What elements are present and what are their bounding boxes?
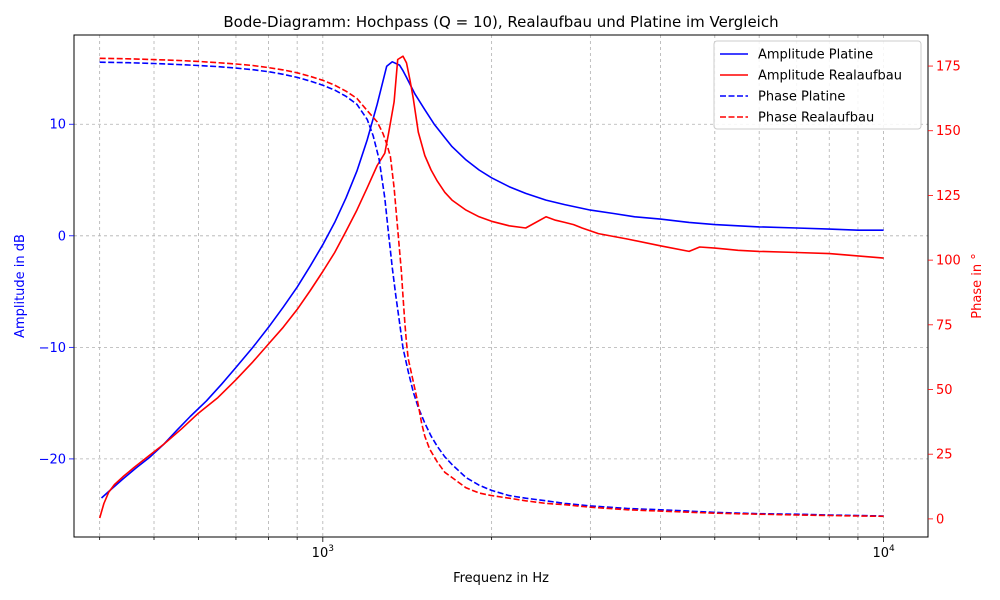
legend-entry-label: Amplitude Realaufbau bbox=[758, 69, 902, 84]
legend-entry-label: Amplitude Platine bbox=[758, 48, 873, 63]
right-y-axis-label: Phase in ° bbox=[970, 253, 985, 318]
right-y-tick-label: 100 bbox=[936, 254, 961, 269]
x-axis-label: Frequenz in Hz bbox=[453, 571, 549, 586]
legend: Amplitude Platine Amplitude Realaufbau Pha… bbox=[713, 40, 922, 130]
series-line-amplitude-platine bbox=[100, 60, 884, 499]
x-tick-label: 103 bbox=[312, 544, 334, 561]
x-tick-label: 104 bbox=[872, 544, 895, 561]
left-y-tick-label: −10 bbox=[39, 341, 66, 356]
series-line-amplitude-realaufbau bbox=[98, 55, 884, 519]
legend-entry-label: Phase Realaufbau bbox=[758, 111, 874, 126]
grid-lines bbox=[74, 35, 928, 537]
right-y-tick-label: 75 bbox=[936, 318, 953, 333]
series-line-phase-platine bbox=[99, 61, 884, 517]
right-y-tick-label: 175 bbox=[936, 60, 961, 75]
left-y-tick-label: 0 bbox=[58, 229, 66, 244]
left-y-axis-label: Amplitude in dB bbox=[13, 234, 28, 338]
left-y-tick-label: 10 bbox=[49, 118, 66, 133]
right-y-tick-label: 150 bbox=[936, 124, 961, 139]
plot-frame bbox=[73, 34, 929, 538]
legend-box bbox=[713, 40, 922, 130]
chart-title: Bode-Diagramm: Hochpass (Q = 10), Realau… bbox=[223, 13, 778, 31]
right-y-tick-label: 125 bbox=[936, 189, 961, 204]
right-y-tick-label: 25 bbox=[936, 448, 953, 463]
legend-entry-label: Phase Platine bbox=[758, 90, 845, 105]
series-line-phase-realaufbau bbox=[99, 57, 884, 518]
left-y-tick-label: −20 bbox=[39, 452, 66, 467]
plot-area bbox=[98, 55, 884, 519]
right-y-tick-label: 50 bbox=[936, 383, 953, 398]
right-y-tick-label: 0 bbox=[936, 512, 944, 527]
